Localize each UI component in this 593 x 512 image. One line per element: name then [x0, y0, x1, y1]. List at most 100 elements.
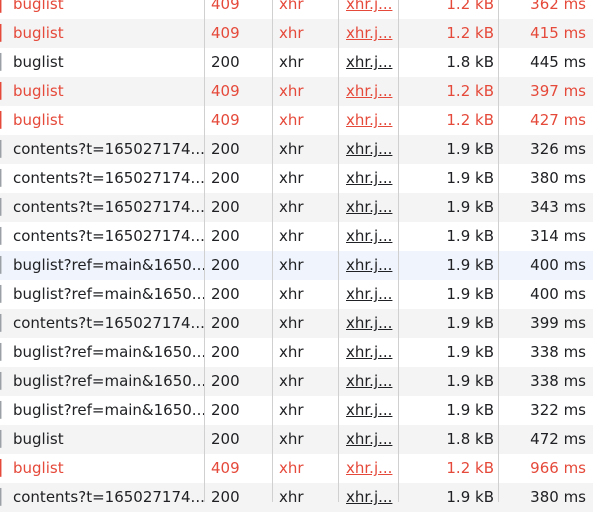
- request-name[interactable]: buglist: [13, 111, 64, 129]
- request-name[interactable]: buglist: [13, 430, 64, 448]
- request-name-cell[interactable]: ▏buglist: [0, 19, 204, 48]
- status-cell: 200: [211, 198, 240, 216]
- request-name[interactable]: buglist: [13, 24, 64, 42]
- request-name[interactable]: contents?t=165027174...: [13, 140, 204, 158]
- initiator-link[interactable]: xhr.j...: [346, 227, 393, 245]
- type-cell: xhr: [279, 488, 304, 506]
- initiator-link[interactable]: xhr.j...: [346, 372, 393, 390]
- request-name[interactable]: buglist: [13, 459, 64, 477]
- request-name-cell[interactable]: ▏contents?t=165027174...: [0, 193, 204, 222]
- request-name-cell[interactable]: ▏buglist?ref=main&1650...: [0, 367, 204, 396]
- request-row[interactable]: ▏contents?t=165027174... 200 xhr xhr.j... 1.…: [0, 193, 593, 222]
- request-row[interactable]: ▏buglist?ref=main&1650... 200 xhr xhr.j... 1…: [0, 251, 593, 280]
- request-name-cell[interactable]: ▏contents?t=165027174...: [0, 222, 204, 251]
- request-name[interactable]: buglist?ref=main&1650...: [13, 401, 204, 419]
- initiator-link[interactable]: xhr.j...: [346, 111, 393, 129]
- request-name[interactable]: buglist: [13, 53, 64, 71]
- status-cell: 200: [211, 140, 240, 158]
- request-name[interactable]: buglist?ref=main&1650...: [13, 343, 204, 361]
- request-row[interactable]: ▏contents?t=165027174... 200 xhr xhr.j... 1.…: [0, 483, 593, 512]
- request-row[interactable]: ▏buglist 200 xhr xhr.j... 1.8 kB 472 ms: [0, 425, 593, 454]
- time-cell: 314 ms: [530, 227, 586, 245]
- request-name-cell[interactable]: ▏buglist?ref=main&1650...: [0, 280, 204, 309]
- request-name[interactable]: contents?t=165027174...: [13, 198, 204, 216]
- request-name-cell[interactable]: ▏buglist: [0, 454, 204, 483]
- request-name-cell[interactable]: ▏buglist: [0, 0, 204, 19]
- request-name-cell[interactable]: ▏buglist: [0, 77, 204, 106]
- initiator-link[interactable]: xhr.j...: [346, 198, 393, 216]
- request-name-cell[interactable]: ▏contents?t=165027174...: [0, 483, 204, 512]
- request-row[interactable]: ▏buglist 409 xhr xhr.j... 1.2 kB 966 ms: [0, 454, 593, 483]
- time-cell: 445 ms: [530, 53, 586, 71]
- request-name[interactable]: buglist?ref=main&1650...: [13, 285, 204, 303]
- request-name[interactable]: buglist: [13, 82, 64, 100]
- request-row[interactable]: ▏buglist 409 xhr xhr.j... 1.2 kB 415 ms: [0, 19, 593, 48]
- request-row-marker: ▏: [0, 169, 12, 187]
- status-cell: 200: [211, 53, 240, 71]
- request-row[interactable]: ▏buglist?ref=main&1650... 200 xhr xhr.j... 1…: [0, 338, 593, 367]
- request-row[interactable]: ▏buglist 409 xhr xhr.j... 1.2 kB 427 ms: [0, 106, 593, 135]
- request-row[interactable]: ▏contents?t=165027174... 200 xhr xhr.j... 1.…: [0, 135, 593, 164]
- initiator-link[interactable]: xhr.j...: [346, 256, 393, 274]
- column-divider[interactable]: [338, 0, 339, 502]
- request-name[interactable]: contents?t=165027174...: [13, 227, 204, 245]
- status-cell: 200: [211, 401, 240, 419]
- initiator-link[interactable]: xhr.j...: [346, 24, 393, 42]
- status-cell: 200: [211, 488, 240, 506]
- status-cell: 409: [211, 111, 240, 129]
- request-name-cell[interactable]: ▏buglist?ref=main&1650...: [0, 338, 204, 367]
- size-cell: 1.9 kB: [446, 198, 494, 216]
- column-divider[interactable]: [204, 0, 205, 502]
- status-cell: 200: [211, 256, 240, 274]
- size-cell: 1.2 kB: [446, 82, 494, 100]
- request-name[interactable]: contents?t=165027174...: [13, 314, 204, 332]
- request-name[interactable]: contents?t=165027174...: [13, 488, 204, 506]
- request-name-cell[interactable]: ▏buglist?ref=main&1650...: [0, 396, 204, 425]
- initiator-link[interactable]: xhr.j...: [346, 343, 393, 361]
- request-row[interactable]: ▏contents?t=165027174... 200 xhr xhr.j... 1.…: [0, 309, 593, 338]
- initiator-link[interactable]: xhr.j...: [346, 430, 393, 448]
- column-divider[interactable]: [272, 0, 273, 502]
- request-name-cell[interactable]: ▏contents?t=165027174...: [0, 164, 204, 193]
- initiator-link[interactable]: xhr.j...: [346, 401, 393, 419]
- size-cell: 1.9 kB: [446, 343, 494, 361]
- initiator-link[interactable]: xhr.j...: [346, 459, 393, 477]
- initiator-link[interactable]: xhr.j...: [346, 53, 393, 71]
- request-name[interactable]: contents?t=165027174...: [13, 169, 204, 187]
- initiator-link[interactable]: xhr.j...: [346, 0, 393, 13]
- request-name-cell[interactable]: ▏buglist?ref=main&1650...: [0, 251, 204, 280]
- request-name-cell[interactable]: ▏buglist: [0, 106, 204, 135]
- request-name-cell[interactable]: ▏buglist: [0, 48, 204, 77]
- request-name-cell[interactable]: ▏contents?t=165027174...: [0, 135, 204, 164]
- type-cell: xhr: [279, 198, 304, 216]
- size-cell: 1.9 kB: [446, 256, 494, 274]
- request-name-cell[interactable]: ▏buglist: [0, 425, 204, 454]
- initiator-link[interactable]: xhr.j...: [346, 488, 393, 506]
- request-row[interactable]: ▏contents?t=165027174... 200 xhr xhr.j... 1.…: [0, 222, 593, 251]
- type-cell: xhr: [279, 53, 304, 71]
- initiator-link[interactable]: xhr.j...: [346, 169, 393, 187]
- initiator-link[interactable]: xhr.j...: [346, 285, 393, 303]
- time-cell: 472 ms: [530, 430, 586, 448]
- column-divider[interactable]: [398, 0, 399, 502]
- column-divider[interactable]: [498, 0, 499, 502]
- request-row[interactable]: ▏buglist?ref=main&1650... 200 xhr xhr.j... 1…: [0, 280, 593, 309]
- request-name[interactable]: buglist?ref=main&1650...: [13, 256, 204, 274]
- request-name-cell[interactable]: ▏contents?t=165027174...: [0, 309, 204, 338]
- request-row-marker: ▏: [0, 343, 12, 361]
- time-cell: 400 ms: [530, 256, 586, 274]
- request-row[interactable]: ▏buglist 409 xhr xhr.j... 1.2 kB 397 ms: [0, 77, 593, 106]
- request-name[interactable]: buglist?ref=main&1650...: [13, 372, 204, 390]
- request-name[interactable]: buglist: [13, 0, 64, 13]
- initiator-link[interactable]: xhr.j...: [346, 314, 393, 332]
- request-row[interactable]: ▏contents?t=165027174... 200 xhr xhr.j... 1.…: [0, 164, 593, 193]
- request-row[interactable]: ▏buglist?ref=main&1650... 200 xhr xhr.j... 1…: [0, 396, 593, 425]
- request-row[interactable]: ▏buglist?ref=main&1650... 200 xhr xhr.j... 1…: [0, 367, 593, 396]
- request-row[interactable]: ▏buglist 200 xhr xhr.j... 1.8 kB 445 ms: [0, 48, 593, 77]
- initiator-link[interactable]: xhr.j...: [346, 140, 393, 158]
- time-cell: 338 ms: [530, 372, 586, 390]
- type-cell: xhr: [279, 459, 304, 477]
- size-cell: 1.9 kB: [446, 227, 494, 245]
- request-row[interactable]: ▏buglist 409 xhr xhr.j... 1.2 kB 362 ms: [0, 0, 593, 19]
- initiator-link[interactable]: xhr.j...: [346, 82, 393, 100]
